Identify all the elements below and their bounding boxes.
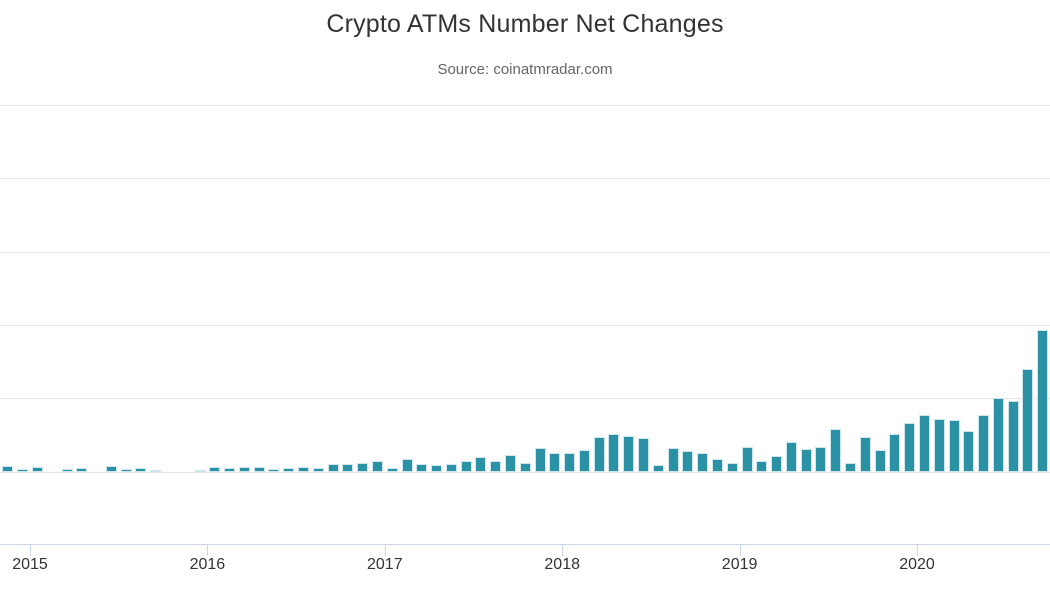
gridline (0, 105, 1050, 107)
bar-2016-01[interactable] (209, 466, 221, 472)
bar-2015-01[interactable] (31, 467, 43, 472)
gridline (0, 178, 1050, 180)
bar-2019-03[interactable] (771, 456, 783, 472)
bar-2018-03[interactable] (593, 436, 605, 472)
bar-2019-10[interactable] (874, 449, 886, 472)
bar-2017-02[interactable] (401, 459, 413, 472)
bar-2017-08[interactable] (490, 461, 502, 472)
bar-2016-10[interactable] (342, 464, 354, 472)
bar-2017-06[interactable] (460, 461, 472, 472)
bar-2017-04[interactable] (431, 465, 442, 472)
bar-2019-04[interactable] (785, 441, 797, 472)
x-axis-label: 2018 (544, 556, 580, 573)
bar-2018-10[interactable] (697, 452, 709, 472)
bar-2017-09[interactable] (505, 454, 516, 472)
bar-2017-11[interactable] (534, 447, 546, 472)
bar-2018-06[interactable] (638, 438, 649, 472)
x-axis-tick (384, 545, 386, 556)
bar-2019-02[interactable] (756, 461, 768, 472)
bar-2020-07[interactable] (1007, 401, 1019, 472)
bar-2017-12[interactable] (549, 453, 561, 472)
bar-2017-05[interactable] (445, 463, 457, 472)
bar-2016-11[interactable] (357, 462, 369, 472)
bar-2020-01[interactable] (918, 415, 930, 472)
bar-2015-04[interactable] (76, 468, 88, 472)
bar-2018-05[interactable] (623, 435, 635, 472)
bar-2020-08[interactable] (1022, 369, 1034, 472)
bar-2018-04[interactable] (608, 433, 620, 472)
bar-2017-10[interactable] (519, 462, 531, 472)
x-axis-label: 2019 (721, 556, 758, 573)
bar-2016-09[interactable] (327, 464, 339, 472)
bar-2014-12[interactable] (17, 468, 29, 472)
bar-2019-07[interactable] (830, 429, 842, 472)
x-axis-label: 2015 (12, 556, 48, 573)
bar-2019-11[interactable] (889, 433, 901, 472)
x-axis-tick (207, 545, 209, 556)
bar-2018-08[interactable] (667, 447, 679, 472)
bar-2019-01[interactable] (741, 446, 753, 472)
bar-2019-06[interactable] (815, 446, 827, 472)
x-axis-label: 2020 (899, 556, 935, 573)
bar-2020-02[interactable] (933, 418, 945, 472)
bar-2014-11[interactable] (2, 465, 14, 472)
bar-2016-04[interactable] (253, 467, 265, 472)
bar-2020-04[interactable] (963, 430, 975, 472)
bar-2019-12[interactable] (904, 423, 916, 472)
bar-2017-01[interactable] (386, 468, 398, 472)
bar-2018-01[interactable] (564, 453, 576, 472)
x-axis-label: 2017 (367, 556, 403, 573)
chart-title: Crypto ATMs Number Net Changes (326, 10, 724, 38)
bar-2020-06[interactable] (992, 397, 1004, 472)
bar-2016-08[interactable] (312, 468, 324, 472)
x-axis-label: 2016 (189, 556, 226, 573)
bar-2015-08[interactable] (135, 467, 147, 472)
bar-2016-02[interactable] (224, 467, 236, 472)
bar-2018-11[interactable] (711, 458, 723, 472)
bar-2018-12[interactable] (726, 462, 738, 472)
x-axis-tick (562, 545, 564, 556)
bar-2019-05[interactable] (800, 449, 812, 472)
bar-2015-07[interactable] (120, 468, 132, 472)
x-axis-tick (739, 545, 741, 556)
bar-2016-06[interactable] (283, 467, 295, 472)
bar-2018-02[interactable] (578, 449, 590, 472)
bar-2016-05[interactable] (268, 468, 280, 472)
bar-2015-03[interactable] (61, 468, 73, 472)
bar-2019-08[interactable] (845, 462, 856, 472)
x-axis-tick (30, 545, 31, 556)
chart-subtitle: Source: coinatmradar.com (437, 61, 613, 78)
bar-2020-09[interactable] (1037, 330, 1049, 472)
bar-2020-03[interactable] (948, 420, 960, 472)
gridline (0, 471, 1050, 473)
bar-2020-05[interactable] (978, 415, 989, 472)
bar-2015-06[interactable] (105, 465, 117, 472)
x-axis-line (0, 544, 1050, 545)
bar-2017-07[interactable] (475, 457, 487, 472)
bar-2016-12[interactable] (371, 461, 383, 472)
bar-2018-07[interactable] (652, 465, 664, 472)
gridline (0, 251, 1050, 253)
x-axis-tick (917, 545, 918, 556)
bar-2018-09[interactable] (682, 451, 694, 472)
bar-2017-03[interactable] (416, 464, 428, 472)
gridline (0, 325, 1050, 326)
bar-2015-09[interactable] (150, 469, 162, 472)
bar-2016-03[interactable] (238, 467, 250, 472)
bar-2016-07[interactable] (298, 467, 309, 472)
gridline (0, 398, 1050, 400)
bar-2019-09[interactable] (859, 436, 871, 472)
bar-2015-12[interactable] (194, 469, 206, 472)
